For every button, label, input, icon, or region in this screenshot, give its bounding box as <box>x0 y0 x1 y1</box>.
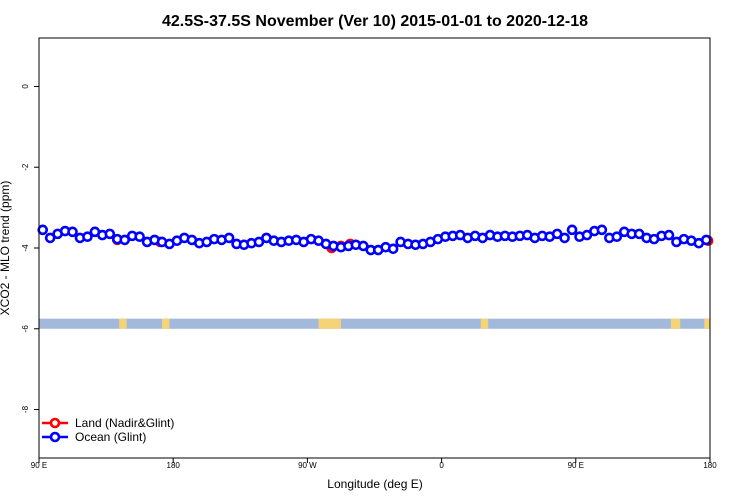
ocean-point <box>551 228 563 240</box>
ocean-point <box>37 224 49 236</box>
ocean-point <box>611 231 623 242</box>
ocean-point <box>119 234 131 246</box>
ocean-point <box>134 231 145 242</box>
ocean-point <box>44 232 56 244</box>
x-tick-label: 90 E <box>568 461 584 470</box>
series-ocean <box>37 224 712 256</box>
plot-area <box>37 224 714 329</box>
ocean-point <box>223 232 235 244</box>
land-band-patch <box>704 318 710 329</box>
land-band-patch <box>670 318 681 329</box>
land-band-patch <box>119 318 127 329</box>
ocean-point <box>82 231 93 242</box>
land-band-patch <box>162 318 170 329</box>
ocean-point <box>559 232 570 244</box>
legend-label: Land (Nadir&Glint) <box>75 416 174 430</box>
ocean-point <box>700 234 712 246</box>
land-band-patch <box>318 318 341 329</box>
y-tick-label: -6 <box>21 325 30 333</box>
ocean-point <box>581 229 593 241</box>
y-axis: 0 -2 -4 -6 -8 <box>21 84 39 413</box>
y-tick-label: -8 <box>21 405 30 413</box>
x-tick-label: 0 <box>439 461 444 470</box>
x-tick-label: 180 <box>167 461 181 470</box>
y-tick-label: -4 <box>21 244 30 252</box>
ocean-point <box>104 228 116 240</box>
ocean-point <box>566 224 578 236</box>
ocean-point <box>358 240 369 252</box>
ocean-point <box>253 236 265 248</box>
x-tick-label: 90 W <box>298 461 317 470</box>
chart-title: 42.5S-37.5S November (Ver 10) 2015-01-01… <box>162 13 588 30</box>
legend-marker <box>49 417 61 429</box>
ocean-point <box>387 243 399 255</box>
x-tick-label: 90 E <box>31 461 47 470</box>
y-tick-label: 0 <box>21 84 30 89</box>
ocean-point <box>663 229 675 241</box>
x-tick-label: 180 <box>703 461 717 470</box>
y-axis-label: XCO2 - MLO trend (ppm) <box>0 181 12 316</box>
ocean-point <box>596 224 608 236</box>
x-axis: 90 E 180 90 W 0 90 E 180 <box>31 458 717 470</box>
legend-marker <box>49 431 61 443</box>
legend: Land (Nadir&Glint)Ocean (Glint) <box>42 416 174 444</box>
ocean-band <box>39 318 710 329</box>
ocean-point <box>633 228 645 240</box>
legend-label: Ocean (Glint) <box>75 430 146 444</box>
ocean-point <box>67 226 78 238</box>
y-tick-label: -2 <box>21 163 30 171</box>
x-axis-label: Longitude (deg E) <box>327 477 422 491</box>
land-band-patch <box>480 318 489 329</box>
